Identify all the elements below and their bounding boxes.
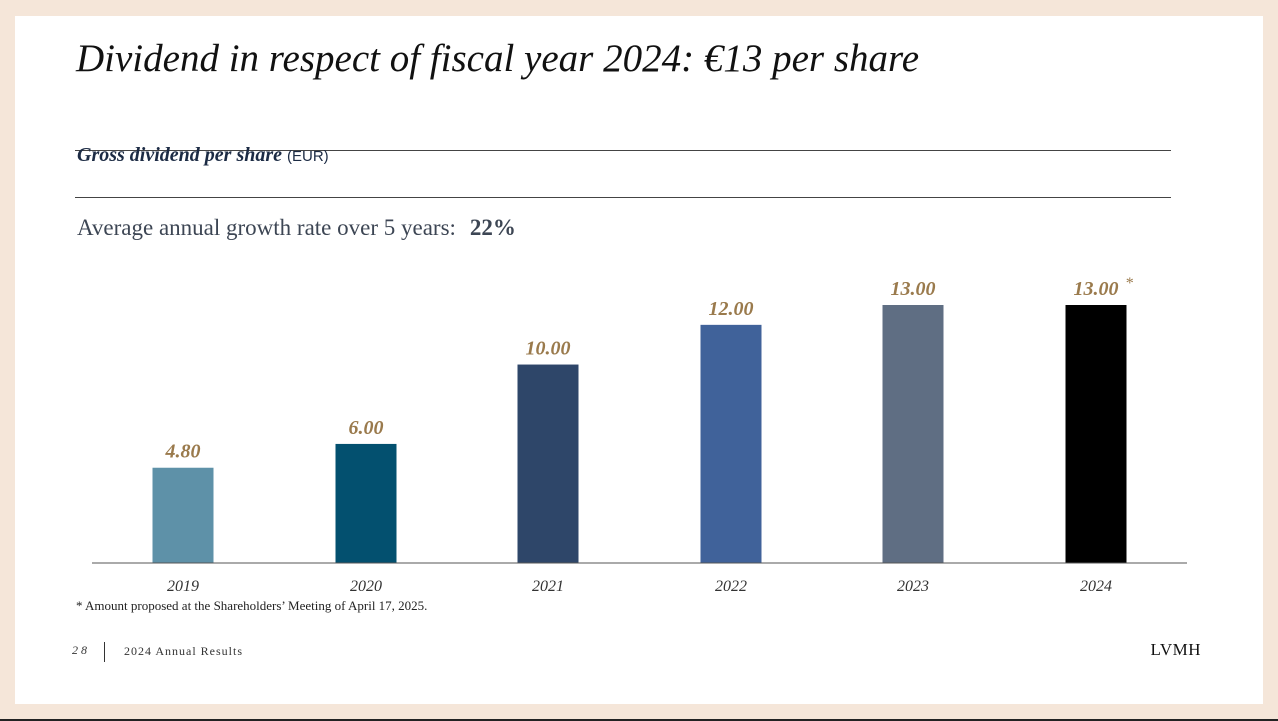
growth-rate: Average annual growth rate over 5 years:… — [77, 215, 516, 241]
bar-2020 — [335, 443, 397, 563]
data-label-2021: 10.00 — [526, 338, 571, 360]
data-label-2020: 6.00 — [349, 417, 384, 439]
subtitle-top-rule — [75, 150, 1171, 151]
tick-label-2020: 2020 — [350, 578, 382, 595]
data-label-2022: 12.00 — [709, 298, 754, 320]
tick-label-2022: 2022 — [715, 578, 747, 595]
chart-subtitle: Gross dividend per share (EUR) — [77, 144, 329, 167]
tick-label-2021: 2021 — [532, 578, 564, 595]
brand-logo: LVMH — [1150, 640, 1201, 659]
bottom-border — [0, 719, 1278, 721]
footer-label: 2024 Annual Results — [124, 644, 244, 658]
bar-2023 — [882, 305, 944, 563]
bar-2021 — [517, 364, 579, 563]
chart-subtitle-text: Gross dividend per share — [77, 144, 283, 166]
subtitle-bottom-rule — [75, 197, 1171, 198]
page-number: 28 — [72, 643, 90, 657]
growth-rate-label: Average annual growth rate over 5 years: — [77, 215, 456, 240]
annotation-asterisk-2024: * — [1125, 275, 1133, 292]
bar-2022 — [700, 324, 762, 563]
footer-separator — [104, 642, 105, 662]
slide-title: Dividend in respect of fiscal year 2024:… — [76, 37, 920, 80]
tick-label-2023: 2023 — [897, 578, 929, 595]
slide — [15, 16, 1263, 704]
data-label-2023: 13.00 — [891, 278, 936, 300]
tick-label-2024: 2024 — [1080, 578, 1112, 595]
bar-2019 — [152, 467, 214, 563]
tick-label-2019: 2019 — [167, 578, 199, 595]
footnote: * Amount proposed at the Shareholders’ M… — [76, 598, 428, 613]
data-label-2024: 13.00 — [1074, 278, 1119, 300]
data-label-2019: 4.80 — [165, 441, 201, 463]
chart-subtitle-unit: (EUR) — [287, 148, 329, 165]
growth-rate-value: 22% — [469, 215, 516, 240]
bar-2024 — [1065, 305, 1127, 563]
